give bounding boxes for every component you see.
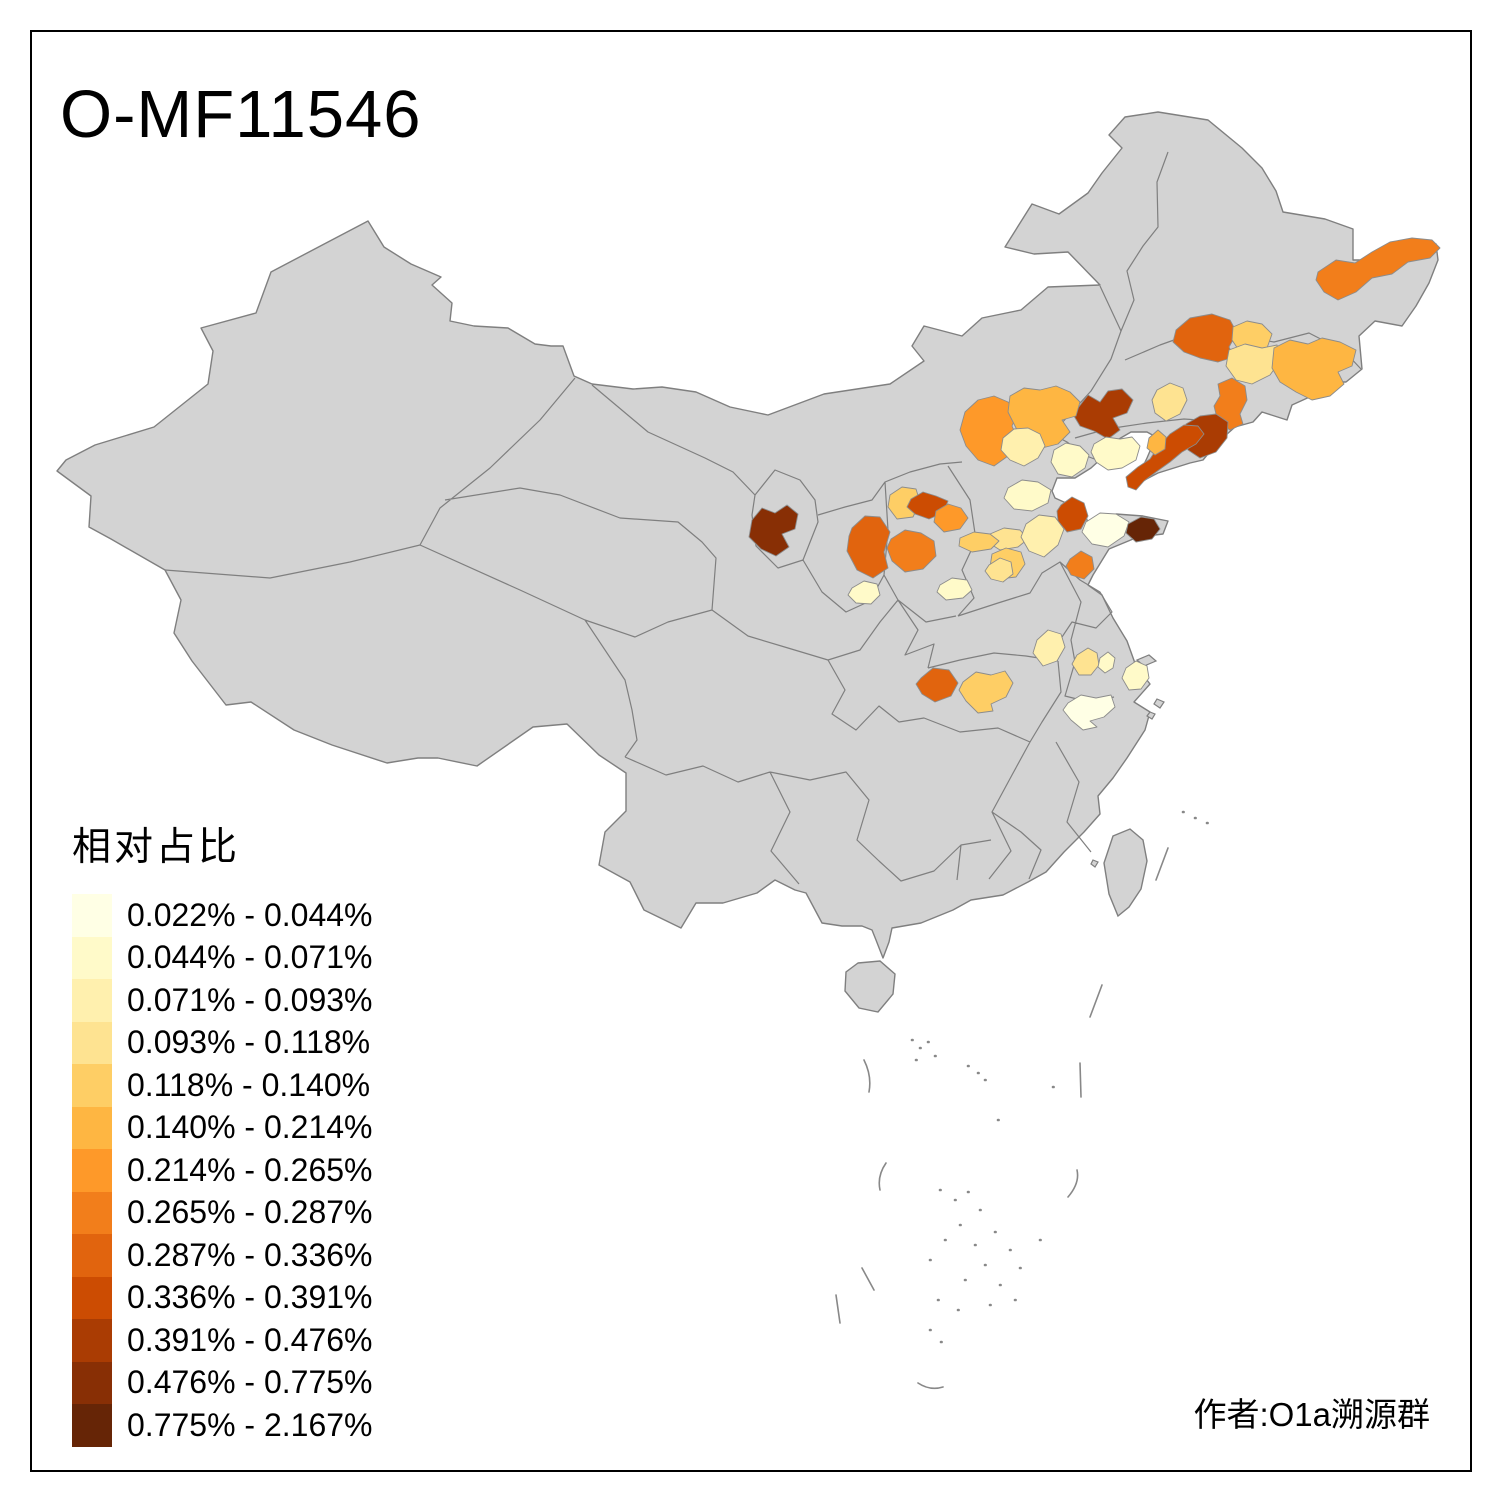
legend-swatch [72, 1149, 112, 1192]
map-region [1121, 660, 1150, 691]
map-region [1125, 516, 1161, 543]
legend-label: 0.071% - 0.093% [127, 981, 373, 1018]
legend-label: 0.044% - 0.071% [127, 939, 373, 976]
map-region [958, 670, 1014, 714]
legend-label: 0.287% - 0.336% [127, 1236, 373, 1273]
map-region [936, 577, 973, 601]
legend: 相对占比 0.022% - 0.044% 0.044% - 0.071% 0.0… [72, 816, 373, 1447]
legend-swatch [72, 894, 112, 937]
legend-swatch [72, 1361, 112, 1404]
legend-item: 0.140% - 0.214% [72, 1106, 373, 1149]
legend-swatch [72, 1234, 112, 1277]
legend-swatch [72, 1064, 112, 1107]
legend-item: 0.476% - 0.775% [72, 1361, 373, 1404]
legend-label: 0.214% - 0.265% [127, 1151, 373, 1188]
taiwan-island [1103, 828, 1148, 918]
legend-rows: 0.022% - 0.044% 0.044% - 0.071% 0.071% -… [72, 894, 373, 1447]
map-region [1062, 694, 1116, 731]
prefecture-regions [748, 237, 1441, 731]
legend-swatch [72, 1106, 112, 1149]
map-region [1213, 377, 1248, 431]
legend-label: 0.093% - 0.118% [127, 1024, 371, 1061]
legend-item: 0.265% - 0.287% [72, 1191, 373, 1234]
map-region [847, 580, 881, 605]
hainan-island [844, 960, 896, 1013]
legend-label: 0.265% - 0.287% [127, 1194, 373, 1231]
map-region [1081, 512, 1130, 548]
country-outline [56, 111, 1439, 959]
legend-title: 相对占比 [72, 826, 241, 869]
legend-item: 0.022% - 0.044% [72, 894, 373, 937]
legend-label: 0.336% - 0.391% [127, 1279, 373, 1316]
map-region [984, 557, 1014, 583]
map-region [886, 529, 937, 573]
legend-swatch [72, 1404, 112, 1447]
map-region [915, 667, 959, 703]
legend-item: 0.336% - 0.391% [72, 1276, 373, 1319]
map-region [1065, 550, 1095, 580]
map-region [1315, 237, 1441, 301]
map-region [1032, 629, 1066, 667]
legend-swatch [72, 1191, 112, 1234]
legend-item: 0.071% - 0.093% [72, 979, 373, 1022]
coastal-islands [1090, 654, 1165, 868]
map-region [1125, 424, 1205, 491]
map-region [1020, 514, 1065, 558]
map-region [1146, 429, 1167, 456]
map-region [1000, 427, 1046, 467]
map-region [1151, 382, 1188, 422]
legend-label: 0.391% - 0.476% [127, 1321, 373, 1358]
legend-item: 0.044% - 0.071% [72, 936, 373, 979]
legend-label: 0.022% - 0.044% [127, 896, 373, 933]
legend-item: 0.214% - 0.265% [72, 1149, 373, 1192]
legend-item: 0.287% - 0.336% [72, 1234, 373, 1277]
legend-label: 0.775% - 2.167% [127, 1406, 373, 1443]
map-region [1050, 442, 1090, 478]
map-region [1271, 337, 1357, 401]
legend-label: 0.476% - 0.775% [127, 1364, 373, 1401]
sea-island-dots [910, 810, 1209, 1344]
legend-item: 0.118% - 0.140% [72, 1064, 373, 1107]
legend-item: 0.775% - 2.167% [72, 1404, 373, 1447]
map-region [933, 503, 969, 533]
legend-label: 0.118% - 0.140% [127, 1066, 371, 1103]
map-region [1003, 479, 1052, 512]
map-region [1071, 647, 1100, 676]
map-region [1073, 388, 1134, 440]
map-region [1056, 496, 1089, 533]
legend-swatch [72, 1319, 112, 1362]
sea-dash-lines [835, 847, 1169, 1390]
map-region [748, 504, 799, 557]
legend-item: 0.093% - 0.118% [72, 1021, 373, 1064]
page-title: O-MF11546 [60, 77, 422, 152]
map-region [1090, 436, 1141, 471]
map-region [846, 515, 891, 579]
map-region [958, 531, 1000, 553]
legend-swatch [72, 936, 112, 979]
legend-item: 0.391% - 0.476% [72, 1319, 373, 1362]
legend-swatch [72, 1021, 112, 1064]
legend-swatch [72, 1276, 112, 1319]
legend-swatch [72, 979, 112, 1022]
map-region [1097, 651, 1116, 674]
author-credit: 作者:O1a溯源群 [1193, 1396, 1430, 1433]
legend-label: 0.140% - 0.214% [127, 1109, 373, 1146]
plot-frame [30, 30, 1472, 1472]
